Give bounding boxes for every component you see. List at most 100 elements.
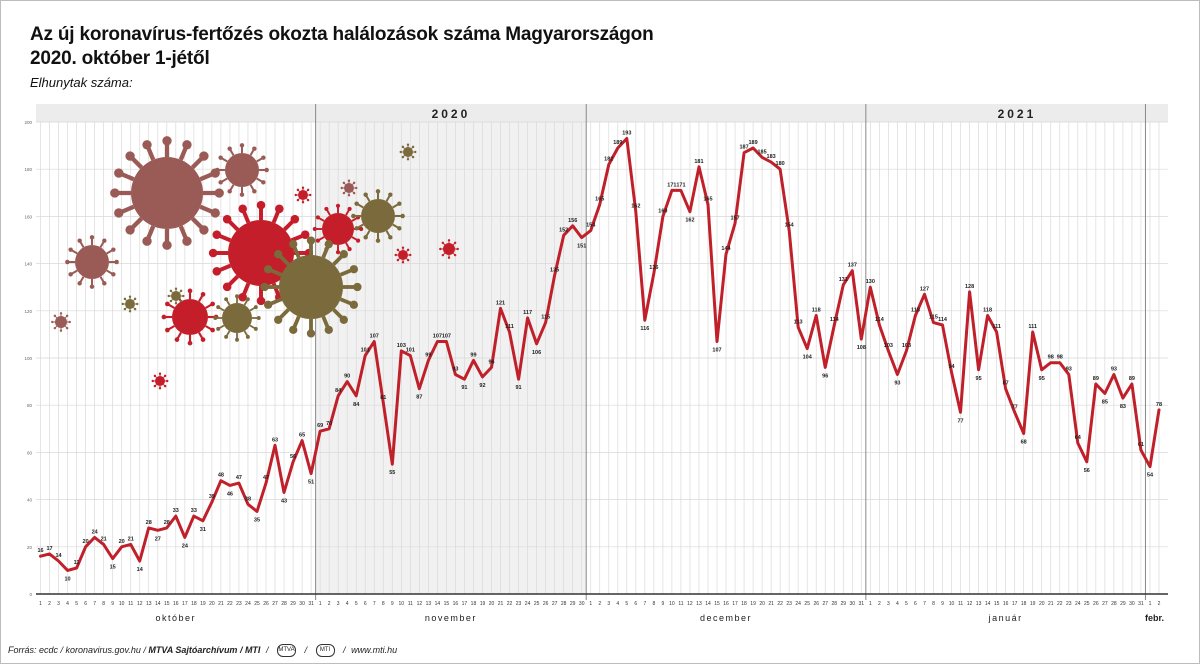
data-label: 47 [263,475,269,481]
x-tick-label: 14 [435,601,441,607]
data-label: 46 [227,491,233,497]
data-label: 56 [1084,468,1090,474]
data-label: 93 [452,367,458,373]
x-tick-label: 14 [705,601,711,607]
data-label: 165 [595,197,604,203]
data-label: 89 [1129,376,1135,382]
data-label: 111 [1028,324,1037,330]
data-label: 81 [380,395,386,401]
virus-icon [294,186,312,204]
x-tick-label: 20 [489,601,495,607]
data-label: 113 [794,319,803,325]
x-tick-label: 13 [976,601,982,607]
data-label: 69 [317,423,323,429]
virus-icon [51,312,71,332]
data-label: 121 [496,300,505,306]
data-label: 95 [1039,376,1045,382]
footer-credit: MTVA Sajtóarchívum / MTI [148,644,261,655]
x-tick-label: 30 [579,601,585,607]
data-label: 157 [730,215,739,221]
data-label: 14 [55,553,62,559]
data-label: 91 [461,385,467,391]
virus-icon [121,295,139,313]
x-tick-label: 29 [570,601,576,607]
x-tick-label: 25 [804,601,810,607]
data-label: 87 [416,395,422,401]
x-tick-label: 24 [525,601,531,607]
x-tick-label: 2 [598,601,601,607]
footer: Forrás: ecdc / koronavirus.gov.hu / MTVA… [8,644,397,657]
x-tick-label: 8 [932,601,935,607]
data-label: 130 [866,279,875,285]
x-tick-label: 18 [191,601,197,607]
data-label: 93 [894,381,900,387]
data-label: 64 [1075,435,1082,441]
x-tick-label: 26 [813,601,819,607]
data-label: 85 [1102,399,1108,405]
data-label: 87 [1003,381,1009,387]
data-label: 160 [658,208,667,214]
x-tick-label: 21 [1048,601,1054,607]
data-label: 65 [299,433,305,439]
x-tick-label: 6 [634,601,637,607]
data-label: 189 [613,140,622,146]
data-label: 162 [685,218,694,224]
x-tick-label: 3 [887,601,890,607]
data-label: 70 [326,421,332,427]
x-tick-label: 6 [364,601,367,607]
x-tick-label: 9 [111,601,114,607]
x-tick-label: 28 [561,601,567,607]
virus-icon [340,179,358,197]
data-label: 14 [137,567,144,573]
data-label: 78 [1156,402,1162,408]
data-label: 101 [361,348,370,354]
x-tick-label: 20 [759,601,765,607]
data-label: 116 [640,326,649,332]
data-label: 91 [516,385,522,391]
x-tick-label: 20 [209,601,215,607]
virus-icon [399,143,417,161]
x-tick-label: 5 [355,601,358,607]
data-label: 24 [92,529,99,535]
x-tick-label: 8 [102,601,105,607]
x-tick-label: 3 [57,601,60,607]
chart-title-line2: 2020. október 1-jétől [30,48,210,69]
data-label: 90 [344,374,350,380]
x-tick-label: 10 [949,601,955,607]
x-tick-label: 29 [841,601,847,607]
chart-title: Az új koronavírus-fertőzés okozta halálo… [30,24,654,45]
x-tick-label: 11 [128,601,133,607]
y-tick-label: 0 [29,592,32,597]
x-tick-label: 15 [164,601,170,607]
x-tick-label: 11 [408,601,413,607]
x-tick-label: 24 [245,601,251,607]
x-tick-label: 16 [173,601,179,607]
x-tick-label: 17 [732,601,738,607]
x-tick-label: 6 [84,601,87,607]
footer-site[interactable]: www.mti.hu [351,644,398,655]
data-label: 77 [1012,404,1018,410]
y-tick-label: 180 [24,167,32,172]
x-tick-label: 2 [1158,601,1161,607]
x-tick-label: 8 [652,601,655,607]
data-label: 107 [712,347,721,353]
data-label: 16 [37,548,43,554]
data-label: 185 [758,149,767,155]
x-tick-label: 27 [1102,601,1108,607]
x-tick-label: 13 [426,601,432,607]
data-label: 99 [470,352,476,358]
x-tick-label: 17 [182,601,188,607]
x-tick-label: 31 [308,601,314,607]
x-tick-label: 17 [462,601,468,607]
month-label: október [156,613,197,623]
x-tick-label: 2 [328,601,331,607]
data-label: 20 [119,539,125,545]
data-label: 33 [191,508,197,514]
data-label: 84 [335,388,342,394]
data-label: 193 [622,131,631,137]
data-label: 28 [164,520,170,526]
x-tick-label: 13 [146,601,152,607]
x-tick-label: 5 [905,601,908,607]
data-label: 189 [748,140,757,146]
x-tick-label: 6 [914,601,917,607]
